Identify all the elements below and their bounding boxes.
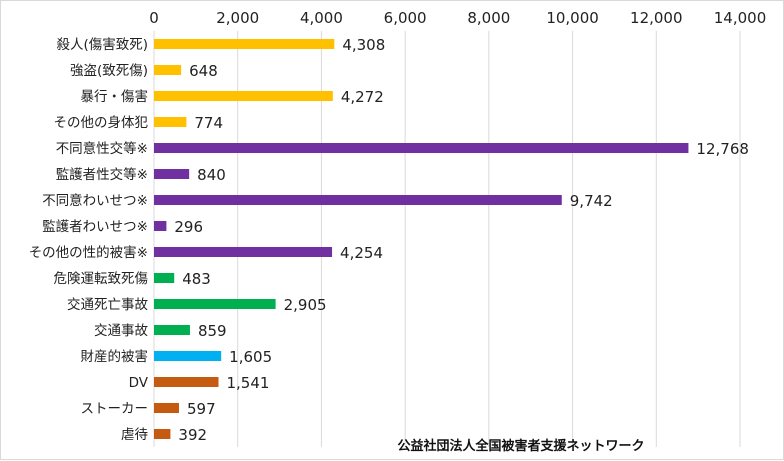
bar	[154, 377, 219, 387]
x-tick-label: 6,000	[384, 9, 427, 27]
category-label: 財産的被害	[81, 349, 149, 365]
source-label: 公益社団法人全国被害者支援ネットワーク	[397, 438, 644, 454]
category-label: 交通死亡事故	[67, 296, 148, 313]
category-label: 強盗(致死傷)	[70, 63, 148, 79]
bar	[154, 299, 276, 309]
x-tick-label: 14,000	[714, 9, 767, 27]
bar	[154, 273, 175, 283]
bar	[154, 65, 182, 75]
category-label: DV	[129, 375, 149, 391]
x-axis-ticks: 0 2,000 4,000 6,000 8,000 10,000 12,000 14,000	[149, 9, 766, 27]
data-label: 483	[182, 270, 211, 288]
category-label: 虐待	[121, 427, 148, 443]
data-label: 1,541	[227, 374, 270, 392]
data-label: 597	[187, 400, 216, 418]
data-label: 4,254	[340, 244, 383, 262]
bar	[154, 39, 335, 49]
bar	[154, 429, 171, 439]
category-label: ストーカー	[81, 401, 149, 417]
category-label: 暴行・傷害	[81, 89, 149, 105]
data-label: 4,308	[342, 36, 385, 54]
data-label: 2,905	[284, 296, 327, 314]
data-label: 392	[178, 426, 207, 444]
x-tick-label: 2,000	[216, 9, 259, 27]
category-label: 不同意性交等※	[56, 140, 148, 157]
x-tick-label: 0	[149, 9, 159, 27]
category-label: その他の性的被害※	[29, 245, 148, 261]
category-label: 交通事故	[94, 322, 148, 339]
x-tick-label: 8,000	[467, 9, 510, 27]
bar	[154, 91, 333, 101]
data-label: 859	[198, 322, 227, 340]
bar	[154, 221, 167, 231]
category-label: 危険運転致死傷	[54, 271, 149, 287]
category-label: 殺人(傷害致死)	[56, 37, 148, 53]
category-label: その他の身体犯	[54, 115, 149, 131]
bar	[154, 325, 190, 335]
bar	[154, 247, 333, 257]
bar	[154, 143, 689, 153]
data-labels: 4,308 648 4,272 774 12,768 840 9,742 296 4,254 48…	[174, 36, 749, 444]
data-label: 296	[174, 218, 203, 236]
bars	[154, 39, 689, 439]
bar	[154, 403, 179, 413]
data-label: 12,768	[696, 140, 749, 158]
data-label: 774	[194, 114, 223, 132]
category-label: 監護者性交等※	[56, 166, 148, 183]
data-label: 9,742	[570, 192, 613, 210]
bar	[154, 117, 187, 127]
category-label: 不同意わいせつ※	[42, 192, 148, 209]
bar	[154, 351, 222, 361]
x-tick-label: 4,000	[300, 9, 343, 27]
bar	[154, 195, 562, 205]
bar	[154, 169, 190, 179]
category-label: 監護者わいせつ※	[42, 218, 148, 235]
data-label: 4,272	[341, 88, 384, 106]
data-label: 840	[197, 166, 226, 184]
x-tick-label: 12,000	[630, 9, 683, 27]
x-tick-label: 10,000	[546, 9, 599, 27]
data-label: 1,605	[229, 348, 272, 366]
data-label: 648	[189, 62, 218, 80]
